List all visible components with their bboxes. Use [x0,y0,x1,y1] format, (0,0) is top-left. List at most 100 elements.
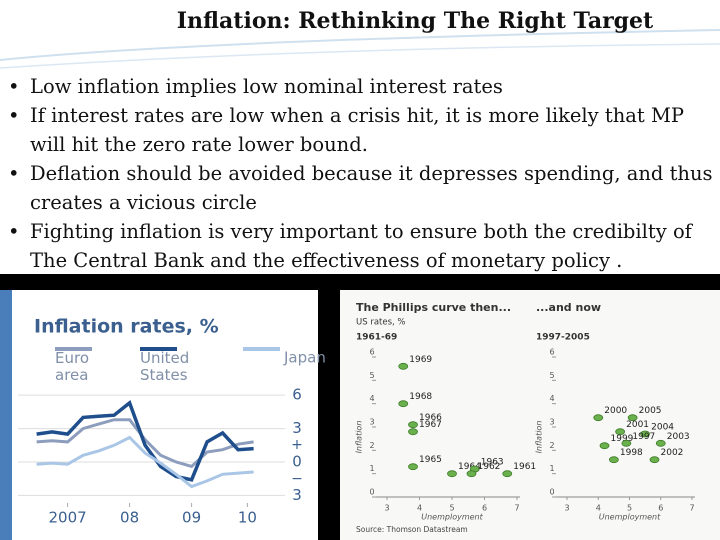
point-label: 1964 [458,462,481,472]
point [408,463,418,471]
side-bar [0,290,12,540]
sign-label: − [291,471,303,487]
point-label: 2005 [639,406,662,416]
y-tick-label: 3 [292,419,302,437]
point [608,456,619,464]
point-label: 2001 [626,420,649,430]
x-tick-label: 2007 [49,509,87,527]
point [398,362,409,370]
legend-word: United [140,349,189,367]
point-label: 1998 [620,448,643,458]
point-label: 1962 [478,462,501,472]
x-tick-label: 10 [238,509,257,527]
point [408,421,418,429]
y-tick-label: 4 [549,394,554,403]
point-label: 2003 [667,432,690,442]
point [398,400,409,408]
legend-word: States [140,366,188,384]
source: Source: Thomson Datastream [356,525,468,534]
x-tick-label: 3 [384,504,389,513]
x-tick-label: 6 [658,504,663,513]
point-label: 1997 [632,432,655,442]
point [621,439,632,447]
point-label: 2002 [661,448,684,458]
y-axis-label: Inflation [355,421,364,454]
separator [318,290,340,540]
band [0,274,720,290]
y-tick-label: 2 [369,441,374,450]
bullet: If interest rates are low when a crisis … [8,101,713,159]
x-tick-label: 4 [417,504,422,513]
y-tick-label: 6 [369,348,374,357]
point-label: 1999 [611,434,634,444]
point [649,456,660,464]
point-label: 2000 [604,406,627,416]
point [466,470,477,478]
x-tick-label: 09 [182,509,201,527]
point-label: 1965 [419,455,442,465]
y-tick-label: 1 [549,464,554,473]
x-tick-label: 5 [449,504,454,513]
x-tick-label: 6 [482,504,487,513]
y-tick-label: 6 [292,386,302,404]
x-tick-label: 4 [596,504,601,513]
y-tick-label: 6 [549,348,554,357]
bullet: Low inflation implies low nominal intere… [8,72,713,101]
point [599,442,610,450]
chart-title: The Phillips curve then... [356,301,511,314]
y-tick-label: 2 [549,441,554,450]
x-tick-label: 5 [627,504,632,513]
point [502,470,513,478]
point-label: 1967 [419,420,442,430]
legend-label: Japan [283,349,326,367]
slide-title: Inflation: Rethinking The Right Target [177,8,654,34]
series-line [36,418,254,469]
chart-title: Inflation rates, % [34,316,219,338]
y-tick-label: 1 [369,464,374,473]
decor-line [0,29,720,61]
legend-word: area [55,366,88,384]
left-chart-bg [0,290,332,540]
y-tick-label: 0 [549,488,554,497]
period: 1961-69 [356,333,397,343]
point-label: 1963 [481,458,504,468]
legend-word: Euro [55,349,89,367]
point [655,439,666,447]
x-axis-label: Unemployment [421,513,483,522]
decor-line [0,43,720,69]
chart-subtitle: US rates, % [356,318,406,328]
point-label: 1969 [409,355,432,365]
y-tick-label: 0 [292,453,302,471]
x-tick-label: 3 [564,504,569,513]
legend-label: United States [140,349,189,384]
bullet: Fighting inflation is very important to … [8,217,713,275]
series-line [36,435,254,489]
series-line [36,400,254,482]
y-axis-label: Inflation [535,421,544,454]
point-label: 1966 [419,413,442,423]
point-label: 1961 [513,462,536,472]
point [447,470,457,478]
point-label: 2004 [651,423,674,433]
chart-title: ...and now [536,301,601,314]
y-tick-label: 3 [292,486,302,504]
x-tick-label: 08 [120,509,139,527]
y-tick-label: 5 [549,371,554,380]
point [627,414,638,422]
y-tick-label: 0 [369,488,374,497]
point [640,430,651,438]
y-tick-label: 4 [369,394,374,403]
y-tick-label: 5 [369,371,374,380]
right-chart-bg [340,290,720,540]
sign-label: + [291,437,303,453]
x-axis-label: Unemployment [599,513,661,522]
point [593,414,604,422]
bullet: Deflation should be avoided because it d… [8,159,713,217]
y-tick-label: 3 [549,418,554,427]
period: 1997-2005 [536,333,590,343]
x-tick-label: 7 [689,504,694,513]
bullet-list: Low inflation implies low nominal intere… [8,72,713,275]
point [615,428,626,436]
